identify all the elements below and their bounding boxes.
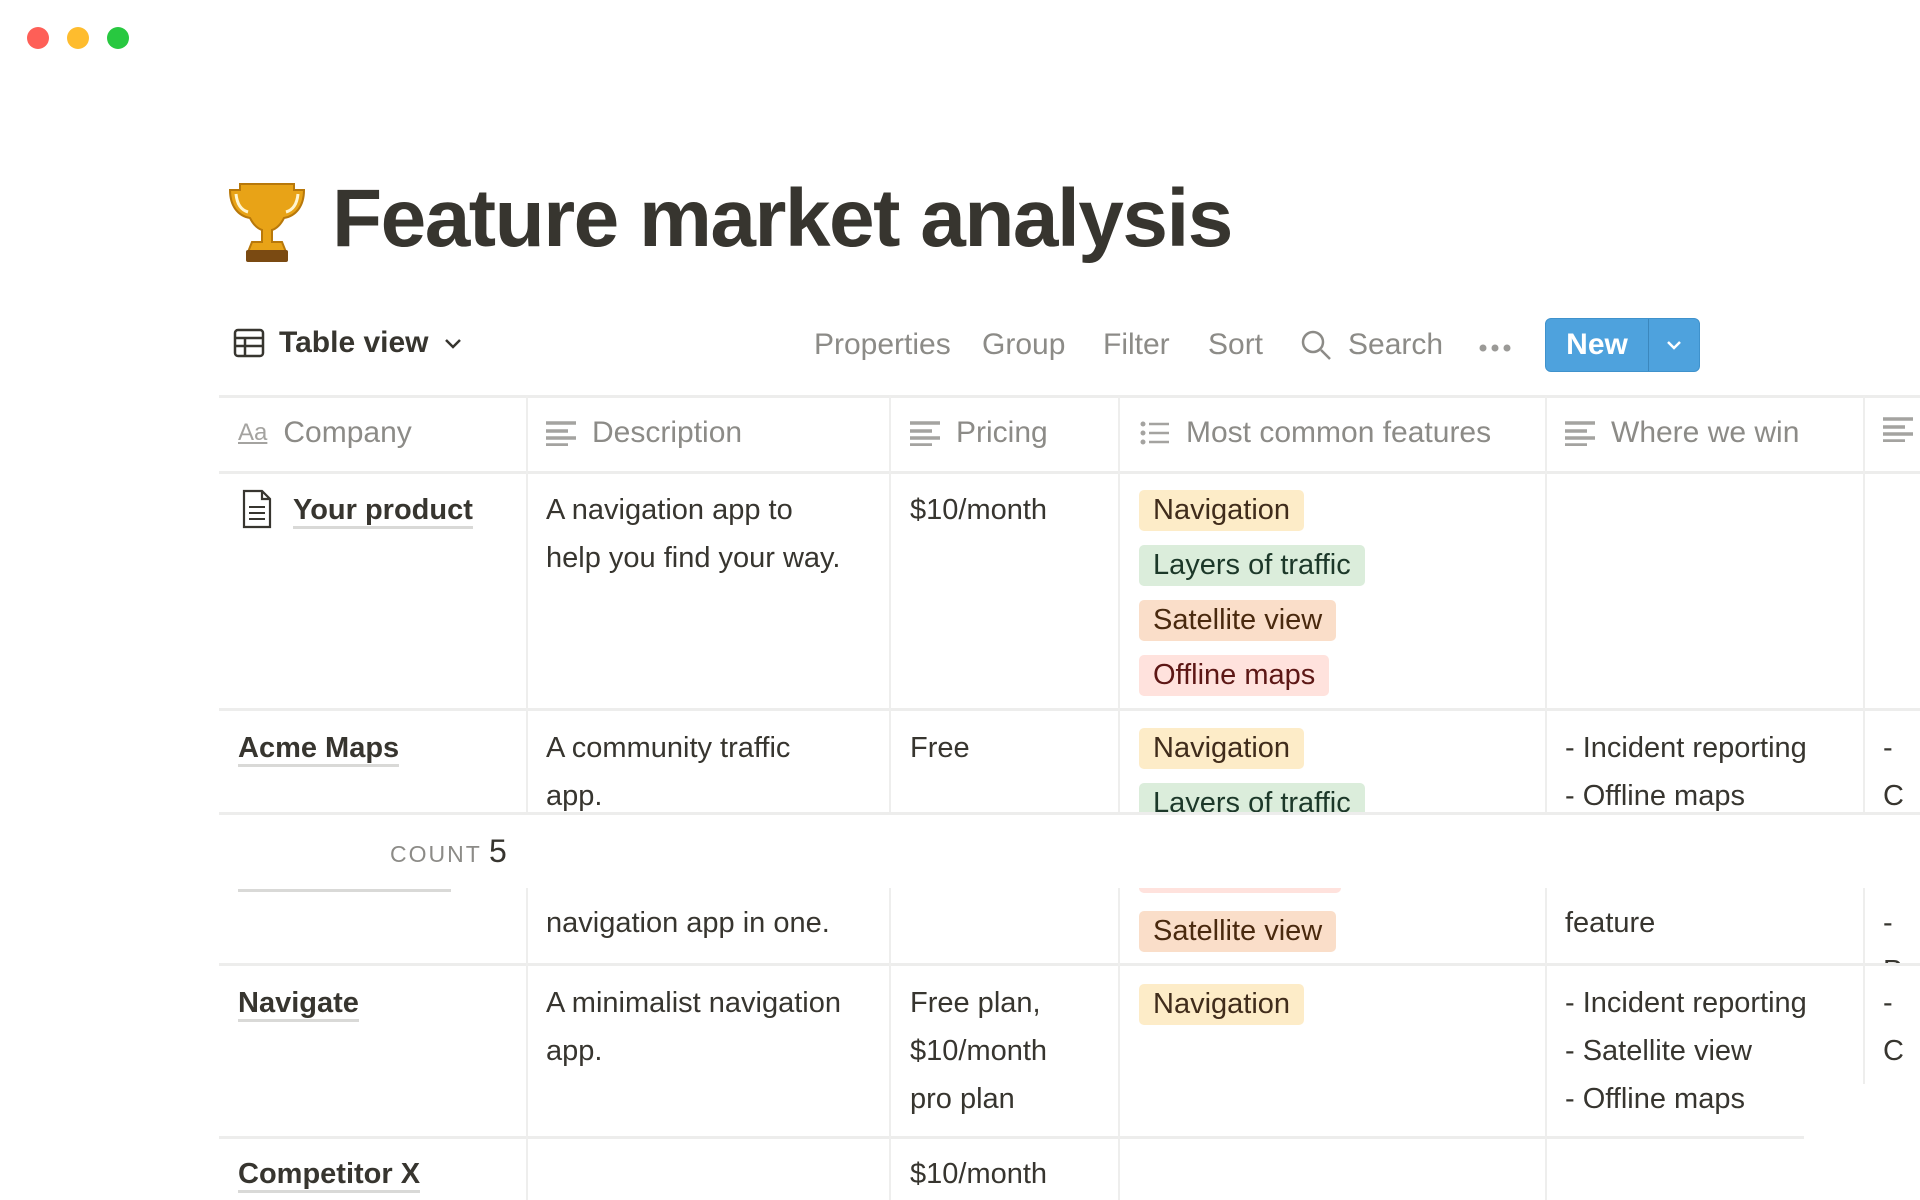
multi-select-icon [1140, 421, 1169, 445]
description-cell[interactable]: navigation app in one. [546, 907, 830, 939]
view-label: Table view [279, 326, 429, 359]
company-link[interactable]: Navigate [238, 987, 359, 1022]
where-we-win-cell[interactable]: - Incident reporting - Offline maps [1565, 732, 1807, 812]
description-cell[interactable]: A community traffic app. [546, 732, 791, 812]
company-link-underline[interactable] [238, 889, 451, 892]
sort-button[interactable]: Sort [1208, 328, 1264, 361]
new-dropdown-button[interactable] [1649, 335, 1699, 355]
description-cell[interactable]: A navigation app to help you find your w… [546, 494, 841, 574]
feature-tag[interactable]: Offline maps [1139, 655, 1330, 696]
where-we-win-cell[interactable]: feature [1565, 907, 1656, 939]
new-button[interactable]: New [1566, 328, 1628, 361]
text-property-icon [910, 421, 940, 446]
column-header-pricing[interactable]: Pricing [910, 416, 1048, 450]
chevron-down-icon [444, 339, 461, 349]
title-property-icon: Aa [238, 419, 268, 446]
column-header-next[interactable] [1883, 416, 1913, 442]
company-link[interactable]: Competitor X [238, 1158, 421, 1193]
page-icon [242, 489, 272, 529]
page-title: Feature market analysis [332, 173, 1233, 264]
filter-button[interactable]: Filter [1103, 328, 1170, 361]
feature-tag[interactable]: Navigation [1139, 984, 1305, 1025]
column-label: Most common features [1186, 416, 1492, 449]
chevron-down-icon [1667, 341, 1681, 350]
new-button-group: New [1545, 318, 1700, 372]
search-label: Search [1348, 328, 1444, 361]
feature-tag[interactable]: Satellite view [1139, 600, 1337, 641]
table-row[interactable]: navigation app in one. Satellite view fe… [0, 888, 1920, 963]
column-header-description[interactable]: Description [546, 416, 742, 450]
minimize-window-button[interactable] [67, 27, 89, 49]
pricing-cell[interactable]: $10/month [910, 494, 1048, 526]
pricing-cell[interactable]: Free [910, 732, 970, 764]
company-link[interactable]: Acme Maps [238, 732, 400, 767]
feature-tag[interactable]: Navigation [1139, 490, 1305, 531]
feature-tag[interactable]: Layers of traffic [1139, 545, 1365, 586]
column-label: Pricing [956, 416, 1048, 449]
table-icon [233, 328, 265, 358]
trophy-icon[interactable] [226, 178, 308, 264]
text-property-icon [1883, 417, 1913, 442]
column-label: Where we win [1611, 416, 1800, 449]
column-label: Description [592, 416, 743, 449]
feature-tag[interactable] [1139, 888, 1341, 893]
pricing-cell[interactable]: $10/month [910, 1158, 1048, 1190]
count-label[interactable]: COUNT [390, 841, 482, 867]
group-button[interactable]: Group [982, 328, 1066, 361]
properties-button[interactable]: Properties [814, 328, 951, 361]
table-footer: COUNT 5 [219, 815, 1920, 888]
pricing-cell[interactable]: Free plan, $10/month pro plan [910, 987, 1048, 1115]
where-we-win-cell[interactable]: - Incident reporting - Satellite view - … [1565, 987, 1807, 1115]
text-property-icon [546, 421, 576, 446]
count-value: 5 [489, 833, 507, 869]
search-button[interactable]: Search [1300, 328, 1443, 362]
extra-cell[interactable]: - C [1883, 987, 1904, 1067]
column-header-company[interactable]: Aa Company [238, 416, 412, 450]
company-link[interactable]: Your product [293, 494, 473, 529]
column-header-where-we-win[interactable]: Where we win [1565, 416, 1799, 450]
extra-cell[interactable]: - P [1883, 907, 1902, 963]
feature-tag[interactable]: Satellite view [1139, 911, 1337, 952]
extra-cell[interactable]: - C [1883, 732, 1904, 812]
column-label: Company [283, 416, 412, 449]
feature-tag[interactable]: Layers of traffic [1139, 783, 1365, 813]
table-row[interactable]: Acme Maps A community traffic app. Free … [0, 710, 1920, 813]
maximize-window-button[interactable] [107, 27, 129, 49]
search-icon [1301, 330, 1331, 360]
text-property-icon [1565, 421, 1595, 446]
description-cell[interactable]: A minimalist navigation app. [546, 987, 841, 1067]
column-header-features[interactable]: Most common features [1140, 416, 1491, 450]
more-options-icon[interactable] [1478, 340, 1512, 352]
feature-tag[interactable]: Navigation [1139, 728, 1305, 769]
view-selector[interactable]: Table view [233, 326, 463, 360]
close-window-button[interactable] [27, 27, 49, 49]
